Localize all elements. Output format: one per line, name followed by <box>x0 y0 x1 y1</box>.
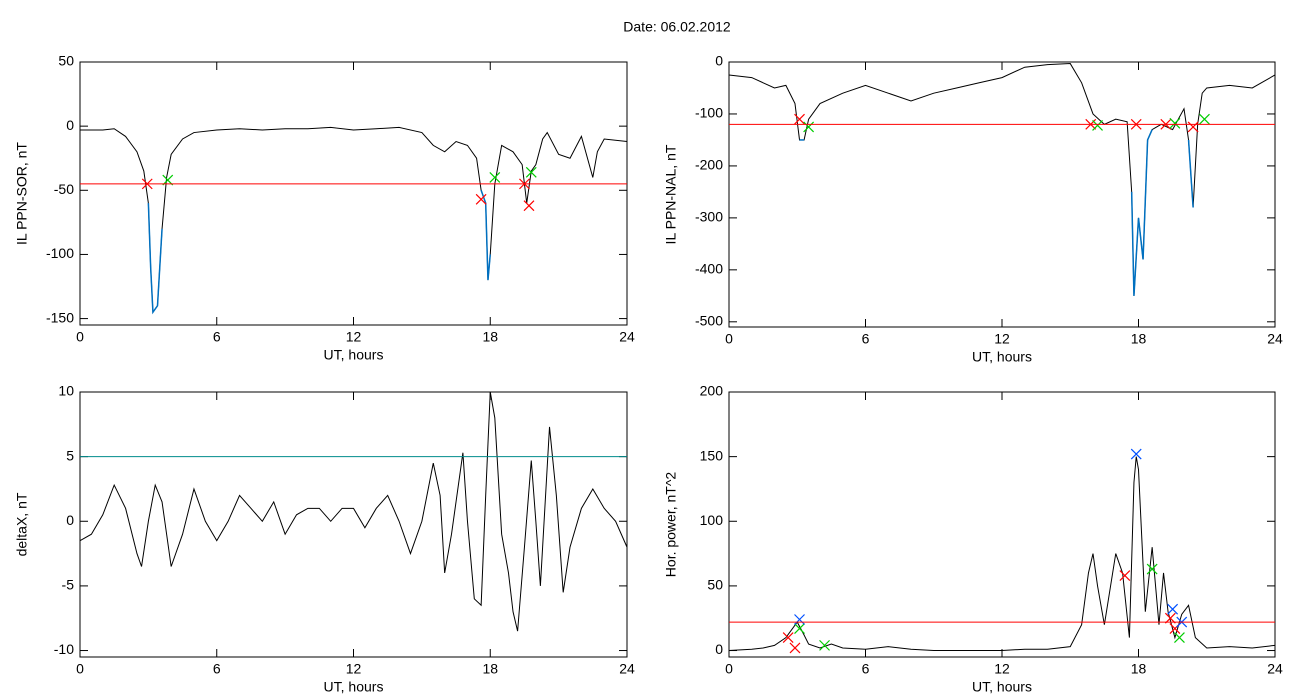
figure-title: Date: 06.02.2012 <box>623 19 731 35</box>
x-axis-label: UT, hours <box>324 347 384 363</box>
x-tick-label: 0 <box>76 329 84 345</box>
y-axis-label: deltaX, nT <box>14 492 30 556</box>
x-marker <box>1187 121 1199 133</box>
y-tick-label: -50 <box>54 181 74 197</box>
y-axis-label: Hor. power, nT^2 <box>663 472 679 578</box>
x-marker <box>794 623 805 634</box>
x-marker <box>475 193 487 205</box>
y-tick-label: -100 <box>695 105 723 121</box>
x-marker <box>1164 612 1176 624</box>
x-tick-label: 6 <box>213 329 221 345</box>
x-marker <box>803 121 815 133</box>
x-tick-label: 6 <box>862 661 870 677</box>
x-tick-label: 18 <box>1131 661 1147 677</box>
y-tick-label: 0 <box>66 117 74 133</box>
y-tick-label: 0 <box>715 53 723 69</box>
y-tick-label: -500 <box>695 313 723 329</box>
y-tick-label: 5 <box>66 447 74 463</box>
y-tick-label: 200 <box>700 383 724 399</box>
x-marker <box>1167 603 1179 615</box>
x-marker <box>1119 570 1131 581</box>
x-marker <box>1146 563 1158 575</box>
x-tick-label: 18 <box>482 329 498 345</box>
y-tick-label: -10 <box>54 641 74 657</box>
y-tick-label: -150 <box>46 309 74 325</box>
x-marker <box>1092 119 1103 131</box>
x-marker <box>1174 632 1185 644</box>
x-tick-label: 12 <box>346 329 362 345</box>
y-tick-label: -300 <box>695 209 723 225</box>
x-marker <box>1169 117 1181 129</box>
x-tick-label: 0 <box>725 661 733 677</box>
below-threshold-line <box>147 203 163 315</box>
x-tick-label: 0 <box>76 661 84 677</box>
x-marker <box>789 642 801 654</box>
y-tick-label: -5 <box>62 577 75 593</box>
x-marker <box>1199 113 1210 125</box>
x-marker <box>794 113 805 125</box>
x-tick-label: 18 <box>1131 331 1147 347</box>
x-marker <box>782 632 794 644</box>
y-tick-label: -100 <box>46 245 74 261</box>
x-tick-label: 0 <box>725 331 733 347</box>
y-tick-label: 100 <box>700 512 724 528</box>
x-tick-label: 18 <box>482 661 498 677</box>
data-line <box>79 391 628 632</box>
below-threshold-line <box>1130 129 1153 296</box>
y-tick-label: 10 <box>58 383 74 399</box>
x-tick-label: 6 <box>862 331 870 347</box>
x-axis-label: UT, hours <box>972 349 1032 365</box>
x-tick-label: 12 <box>346 661 362 677</box>
y-tick-label: 50 <box>58 53 74 69</box>
x-marker <box>819 639 830 651</box>
y-tick-label: -200 <box>695 157 723 173</box>
y-tick-label: 0 <box>715 641 723 657</box>
y-tick-label: -400 <box>695 261 723 277</box>
x-tick-label: 24 <box>619 661 635 677</box>
x-tick-label: 12 <box>994 661 1010 677</box>
y-tick-label: 50 <box>707 577 723 593</box>
x-marker <box>525 166 537 178</box>
data-line <box>728 456 1276 652</box>
x-marker <box>162 174 174 186</box>
y-tick-label: 0 <box>66 512 74 528</box>
x-tick-label: 6 <box>213 661 221 677</box>
x-tick-label: 24 <box>619 329 635 345</box>
x-axis-label: UT, hours <box>972 679 1032 695</box>
y-axis-label: IL PPN-SOR, nT <box>14 142 30 245</box>
x-tick-label: 24 <box>1267 661 1283 677</box>
x-tick-label: 12 <box>994 331 1010 347</box>
x-marker <box>1130 448 1142 460</box>
x-axis-label: UT, hours <box>324 679 384 695</box>
x-tick-label: 24 <box>1267 331 1283 347</box>
x-marker <box>794 614 805 625</box>
y-axis-label: IL PPN-NAL, nT <box>663 144 679 244</box>
x-marker <box>523 200 535 212</box>
y-tick-label: 150 <box>700 447 724 463</box>
x-marker <box>489 172 501 183</box>
below-threshold-line <box>1187 139 1194 208</box>
